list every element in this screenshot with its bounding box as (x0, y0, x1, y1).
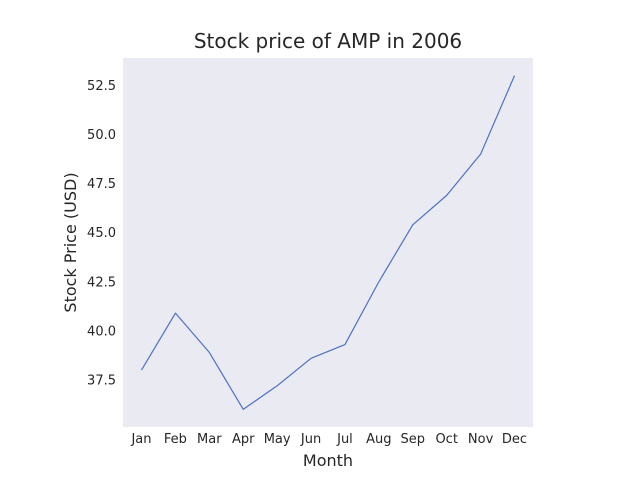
x-tick-label: Feb (164, 432, 187, 447)
x-tick-label: Apr (232, 432, 255, 447)
series-line (140, 75, 516, 410)
y-tick-label: 47.5 (87, 177, 116, 192)
x-tick-label: Dec (502, 432, 527, 447)
y-tick-label: 52.5 (87, 79, 116, 94)
x-tick-label: Jun (300, 432, 321, 447)
x-tick-label: Mar (197, 432, 222, 447)
x-tick-label: May (264, 432, 291, 447)
y-axis-label: Stock Price (USD) (61, 172, 80, 312)
x-tick-label: Jul (336, 432, 353, 447)
y-tick-label: 50.0 (87, 128, 116, 143)
x-tick-label: Oct (435, 432, 457, 447)
plot-area (123, 58, 533, 427)
series-layer (140, 75, 516, 410)
y-tick-label: 45.0 (87, 226, 116, 241)
x-axis-label: Month (303, 451, 353, 470)
chart-title: Stock price of AMP in 2006 (194, 29, 462, 53)
y-tick-label: 42.5 (87, 275, 116, 290)
x-axis-ticks: Jan Feb Mar Apr May Jun Jul Aug Sep Oct Nov Dec (130, 432, 527, 447)
x-tick-label: Nov (468, 432, 494, 447)
y-tick-label: 40.0 (87, 324, 116, 339)
x-tick-label: Sep (401, 432, 426, 447)
y-tick-label: 37.5 (87, 373, 116, 388)
x-tick-label: Aug (366, 432, 391, 447)
x-tick-label: Jan (130, 432, 151, 447)
y-axis-ticks: 37.5 40.0 42.5 45.0 47.5 50.0 52.5 (87, 79, 116, 388)
